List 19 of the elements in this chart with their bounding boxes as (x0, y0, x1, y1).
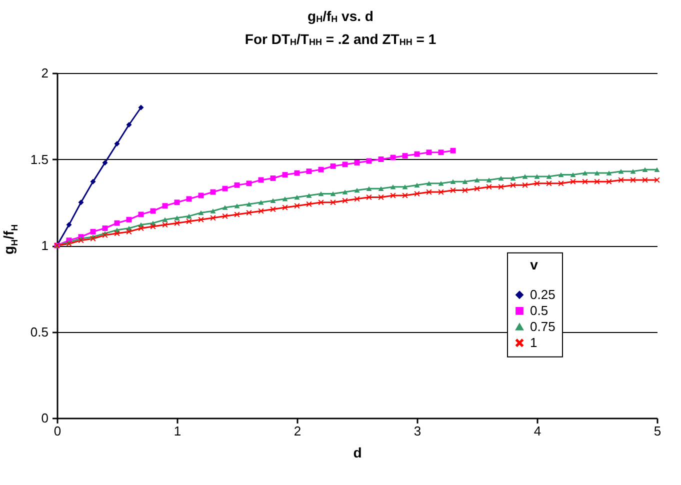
legend-title: v (530, 256, 538, 272)
y-tick-label: 1 (41, 238, 48, 253)
chart-title: g$_{H}$/f$_{H}$ vs. d (306, 7, 374, 26)
y-tick-label: 2 (41, 66, 48, 80)
legend-label: 1 (530, 334, 538, 350)
y-tick-label: 0.5 (30, 324, 48, 340)
x-tick-label: 0 (54, 424, 62, 438)
legend-label: 0.75 (530, 318, 556, 334)
x-tick-label: 3 (414, 424, 422, 438)
y-tick-label: 0 (41, 410, 48, 426)
legend-label: 0.5 (530, 302, 548, 318)
x-tick-label: 1 (174, 424, 182, 438)
x-axis-title: d (353, 444, 362, 460)
x-tick-label: 4 (534, 424, 542, 438)
x-tick-label: 5 (654, 424, 662, 438)
legend-label: 0.25 (530, 286, 556, 302)
y-tick-label: 1.5 (30, 152, 48, 167)
chart-subtitle: For DT$_{H}$/T$_{HH}$ = .2 and ZT$_{HH}$ = 1 (244, 30, 438, 49)
x-tick-label: 2 (294, 424, 302, 438)
